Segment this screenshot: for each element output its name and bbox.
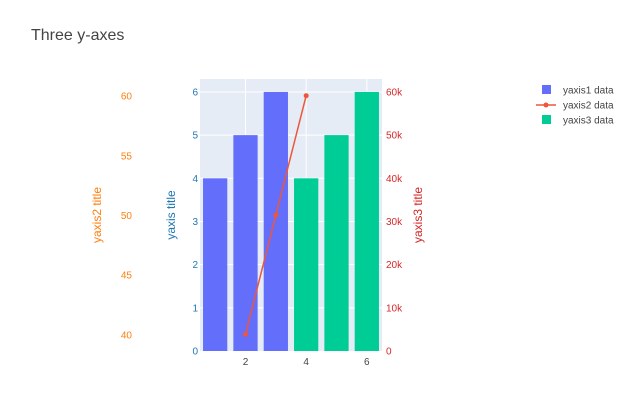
- legend[interactable]: yaxis1 data yaxis2 data yaxis3 data: [536, 85, 614, 127]
- legend-label: yaxis1 data: [563, 86, 614, 97]
- y2-tick-label: 40: [121, 330, 133, 341]
- legend-swatch: [542, 85, 551, 94]
- bar: [294, 178, 319, 351]
- y-axis2-title: yaxis2 title: [90, 187, 104, 243]
- legend-item[interactable]: yaxis2 data: [536, 101, 614, 112]
- bar: [263, 91, 288, 351]
- y-axis3-ticks: 0 10k 20k 30k 40k 50k 60k: [386, 87, 403, 357]
- legend-item[interactable]: yaxis1 data: [542, 85, 614, 97]
- y-tick-label: 6: [192, 87, 198, 98]
- x-tick-label: 2: [243, 357, 249, 368]
- y2-tick-label: 50: [121, 211, 133, 222]
- legend-label: yaxis2 data: [563, 101, 614, 112]
- y-axis-ticks: 0 1 2 3 4 5 6: [192, 87, 198, 357]
- y3-tick-label: 30k: [386, 217, 403, 228]
- legend-item[interactable]: yaxis3 data: [542, 115, 614, 127]
- y-axis-title: yaxis title: [164, 190, 178, 240]
- y3-tick-label: 0: [386, 347, 392, 358]
- line-point: [303, 93, 309, 99]
- y3-tick-label: 20k: [386, 260, 403, 271]
- y-tick-label: 5: [192, 131, 198, 142]
- y3-tick-label: 40k: [386, 174, 403, 185]
- y2-tick-label: 55: [121, 151, 133, 162]
- y2-tick-label: 45: [121, 271, 133, 282]
- line-point: [273, 212, 279, 218]
- data-marks: [203, 91, 379, 351]
- bar: [203, 178, 228, 351]
- y-axis2-ticks: 40 45 50 55 60: [121, 92, 133, 342]
- y3-tick-label: 50k: [386, 131, 403, 142]
- y2-tick-label: 60: [121, 92, 133, 103]
- y-tick-label: 2: [192, 260, 198, 271]
- bar: [324, 135, 349, 351]
- legend-marker: [543, 102, 549, 108]
- legend-swatch: [542, 115, 551, 124]
- y-tick-label: 3: [192, 217, 198, 228]
- x-tick-label: 6: [364, 357, 370, 368]
- y-axis3-title: yaxis3 title: [411, 187, 425, 243]
- x-tick-label: 4: [303, 357, 309, 368]
- y3-tick-label: 60k: [386, 87, 403, 98]
- y-tick-label: 4: [192, 174, 198, 185]
- line-point: [243, 331, 248, 337]
- y3-tick-label: 10k: [386, 303, 403, 314]
- bar: [233, 135, 258, 351]
- y-tick-label: 0: [192, 347, 198, 358]
- legend-label: yaxis3 data: [563, 116, 614, 127]
- bar: [354, 91, 379, 351]
- plot-area: [200, 79, 382, 351]
- x-axis-ticks: 2 4 6: [243, 357, 370, 368]
- chart-title: Three y-axes: [31, 27, 124, 44]
- y-tick-label: 1: [192, 303, 198, 314]
